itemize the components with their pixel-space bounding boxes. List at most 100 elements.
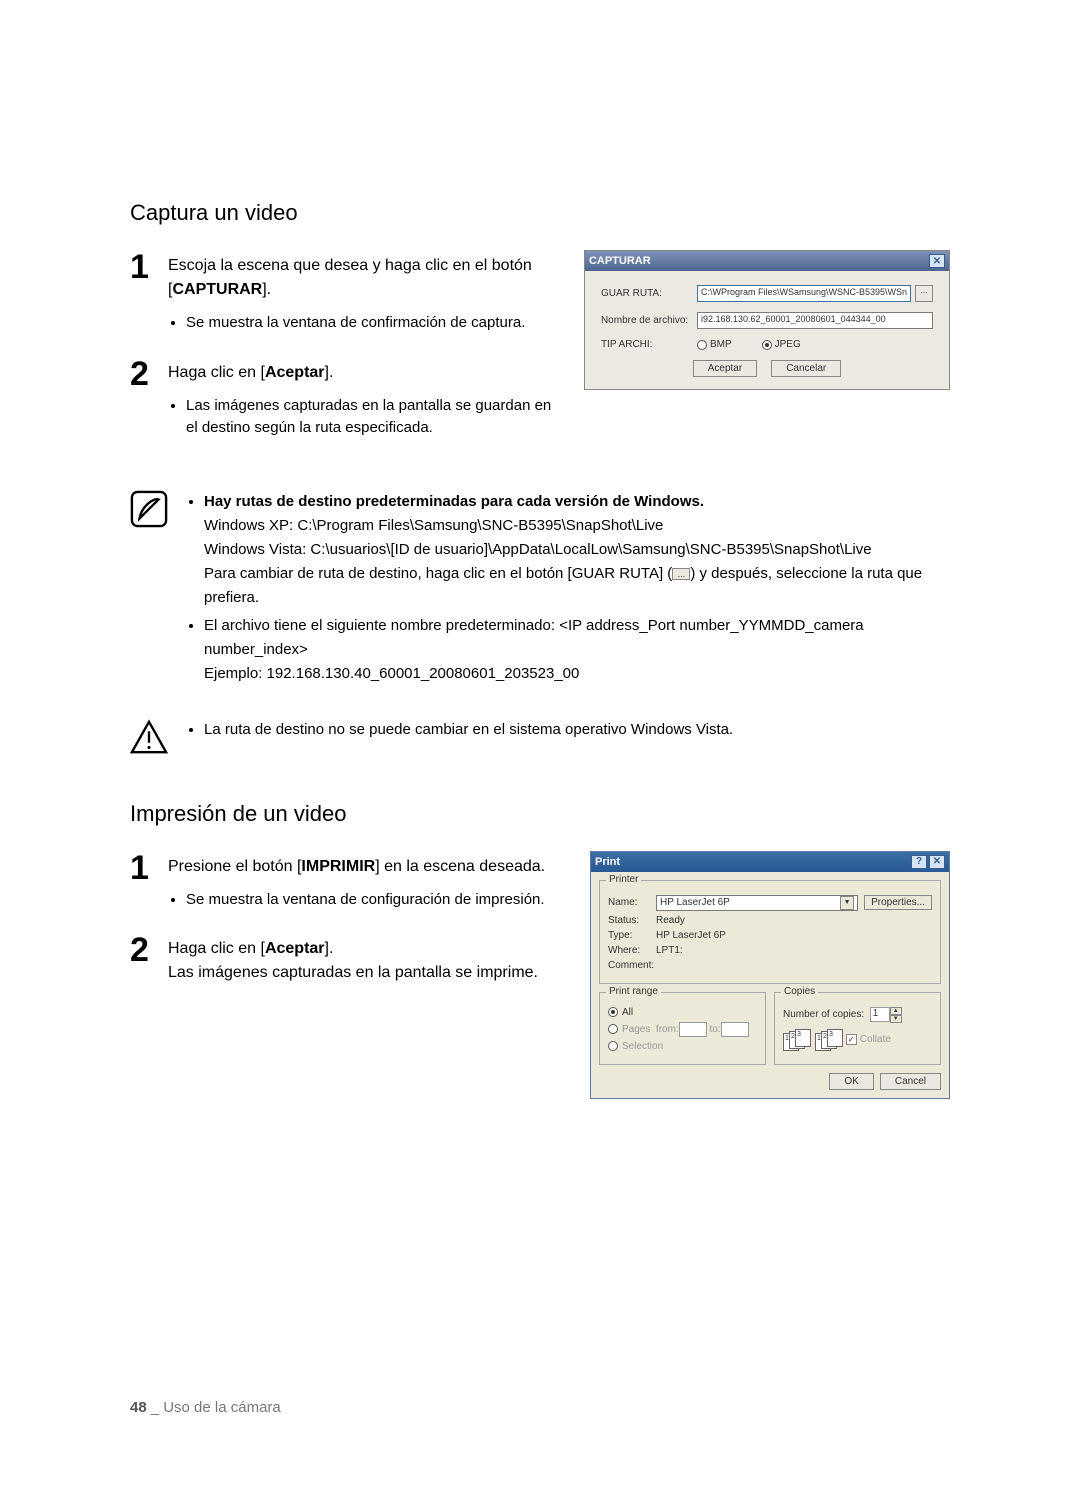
collate-illustration: 123 123 bbox=[783, 1029, 843, 1051]
radio-icon bbox=[762, 340, 772, 350]
step2-bullet: Las imágenes capturadas en la pantalla s… bbox=[186, 395, 564, 440]
info-note: Hay rutas de destino predeterminadas par… bbox=[130, 490, 950, 690]
step-number: 2 bbox=[130, 357, 152, 446]
pstep2-button-name: Aceptar bbox=[265, 940, 325, 957]
pstep1-button-name: IMPRIMIR bbox=[301, 858, 375, 875]
range-legend: Print range bbox=[606, 986, 661, 997]
print-range-groupbox: Print range All Pages from: to: bbox=[599, 992, 766, 1065]
radio-icon bbox=[697, 340, 707, 350]
section-heading-capture: Captura un video bbox=[130, 200, 950, 226]
info-icon bbox=[130, 490, 168, 528]
copies-field[interactable]: 1 bbox=[870, 1007, 890, 1022]
copies-groupbox: Copies Number of copies: 1 ▲ ▼ bbox=[774, 992, 941, 1065]
info-line4b: GUAR RUTA bbox=[572, 565, 659, 582]
type-value: HP LaserJet 6P bbox=[656, 930, 726, 941]
collate-checkbox[interactable]: ✓ bbox=[846, 1034, 857, 1045]
pstep2-line2: Las imágenes capturadas en la pantalla s… bbox=[168, 964, 538, 981]
warning-text: La ruta de destino no se puede cambiar e… bbox=[204, 718, 733, 742]
step2-button-name: Aceptar bbox=[265, 364, 325, 381]
capture-step-2: 2 Haga clic en [Aceptar]. Las imágenes c… bbox=[130, 357, 564, 446]
nombre-label: Nombre de archivo: bbox=[601, 315, 697, 326]
capturar-title-text: CAPTURAR bbox=[589, 255, 651, 267]
guar-ruta-field[interactable]: C:\WProgram Files\WSamsung\WSNC-B5395\WS… bbox=[697, 285, 911, 302]
nombre-field[interactable]: i92.168.130.62_60001_20080601_044344_00 bbox=[697, 312, 933, 329]
pstep1-text-a: Presione el botón [ bbox=[168, 858, 301, 875]
close-button[interactable]: ✕ bbox=[929, 855, 945, 869]
info-line4a: Para cambiar de ruta de destino, haga cl… bbox=[204, 565, 572, 582]
name-label: Name: bbox=[608, 897, 656, 908]
radio-pages-label: Pages bbox=[622, 1024, 650, 1035]
radio-all-label: All bbox=[622, 1007, 633, 1018]
cancel-button[interactable]: Cancel bbox=[880, 1073, 941, 1090]
capture-two-col: 1 Escoja la escena que desea y haga clic… bbox=[130, 250, 950, 462]
where-value: LPT1: bbox=[656, 945, 683, 956]
pstep1-bullet: Se muestra la ventana de configuración d… bbox=[186, 889, 545, 912]
section-heading-print: Impresión de un video bbox=[130, 801, 950, 827]
info-body: Hay rutas de destino predeterminadas par… bbox=[186, 490, 950, 690]
tip-archi-label: TIP ARCHI: bbox=[601, 339, 697, 350]
dropdown-arrow-icon[interactable]: ▼ bbox=[840, 896, 854, 910]
to-field[interactable] bbox=[721, 1022, 749, 1037]
step2-text-a: Haga clic en [ bbox=[168, 364, 265, 381]
printer-legend: Printer bbox=[606, 874, 641, 885]
capturar-titlebar: CAPTURAR ✕ bbox=[585, 251, 949, 271]
radio-all-row[interactable]: All bbox=[608, 1007, 757, 1018]
guar-ruta-label: GUAR RUTA: bbox=[601, 288, 697, 299]
radio-icon bbox=[608, 1024, 618, 1034]
warning-body: La ruta de destino no se puede cambiar e… bbox=[186, 718, 733, 756]
print-two-col: 1 Presione el botón [IMPRIMIR] en la esc… bbox=[130, 851, 950, 1099]
pstep2-text-c: ]. bbox=[325, 940, 334, 957]
printer-name-dropdown[interactable]: HP LaserJet 6P ▼ bbox=[656, 895, 858, 911]
radio-bmp-label: BMP bbox=[710, 339, 732, 350]
help-button[interactable]: ? bbox=[911, 855, 927, 869]
page-number: 48 bbox=[130, 1399, 147, 1416]
properties-button[interactable]: Properties... bbox=[864, 895, 932, 910]
radio-jpeg[interactable]: JPEG bbox=[762, 339, 801, 350]
printer-name-value: HP LaserJet 6P bbox=[660, 897, 730, 908]
status-value: Ready bbox=[656, 915, 685, 926]
aceptar-button[interactable]: Aceptar bbox=[693, 360, 757, 377]
radio-icon bbox=[608, 1041, 618, 1051]
radio-pages-row[interactable]: Pages from: to: bbox=[608, 1022, 757, 1037]
type-label: Type: bbox=[608, 930, 656, 941]
radio-selection-row[interactable]: Selection bbox=[608, 1041, 757, 1052]
step-number: 2 bbox=[130, 933, 152, 985]
where-label: Where: bbox=[608, 945, 656, 956]
radio-icon bbox=[608, 1007, 618, 1017]
radio-bmp[interactable]: BMP bbox=[697, 339, 732, 350]
info-line1-bold: Hay rutas de destino predeterminadas par… bbox=[204, 493, 704, 510]
warning-icon bbox=[130, 718, 168, 756]
from-label: from: bbox=[656, 1024, 679, 1035]
comment-label: Comment: bbox=[608, 960, 656, 971]
copies-legend: Copies bbox=[781, 986, 818, 997]
info-line2: Windows XP: C:\Program Files\Samsung\SNC… bbox=[204, 517, 663, 534]
from-field[interactable] bbox=[679, 1022, 707, 1037]
browse-button[interactable]: ... bbox=[915, 285, 933, 302]
status-label: Status: bbox=[608, 915, 656, 926]
copies-label: Number of copies: bbox=[783, 1009, 864, 1020]
step1-bullet: Se muestra la ventana de confirmación de… bbox=[186, 312, 564, 335]
collate-label: Collate bbox=[860, 1034, 891, 1045]
info-bullet2-l1: El archivo tiene el siguiente nombre pre… bbox=[204, 617, 864, 658]
cancelar-button[interactable]: Cancelar bbox=[771, 360, 841, 377]
browse-inline-icon: … bbox=[672, 568, 690, 580]
close-button[interactable]: ✕ bbox=[929, 254, 945, 268]
radio-jpeg-label: JPEG bbox=[775, 339, 801, 350]
info-bullet2-l2: Ejemplo: 192.168.130.40_60001_20080601_2… bbox=[204, 665, 579, 682]
pstep1-text-c: ] en la escena deseada. bbox=[375, 858, 545, 875]
print-titlebar: Print ? ✕ bbox=[591, 852, 949, 872]
print-step-2: 2 Haga clic en [Aceptar]. Las imágenes c… bbox=[130, 933, 570, 985]
step1-button-name: CAPTURAR bbox=[172, 281, 262, 298]
ok-button[interactable]: OK bbox=[829, 1073, 873, 1090]
radio-selection-label: Selection bbox=[622, 1041, 663, 1052]
print-step-1: 1 Presione el botón [IMPRIMIR] en la esc… bbox=[130, 851, 570, 918]
info-line3: Windows Vista: C:\usuarios\[ID de usuari… bbox=[204, 541, 872, 558]
step1-text-c: ]. bbox=[262, 281, 271, 298]
step-number: 1 bbox=[130, 851, 152, 918]
warning-note: La ruta de destino no se puede cambiar e… bbox=[130, 718, 950, 756]
spinner-down-icon[interactable]: ▼ bbox=[890, 1015, 902, 1023]
spinner-up-icon[interactable]: ▲ bbox=[890, 1007, 902, 1015]
footer-text: Uso de la cámara bbox=[159, 1399, 281, 1416]
info-line4c: ] ( bbox=[659, 565, 672, 582]
print-title-text: Print bbox=[595, 856, 620, 868]
